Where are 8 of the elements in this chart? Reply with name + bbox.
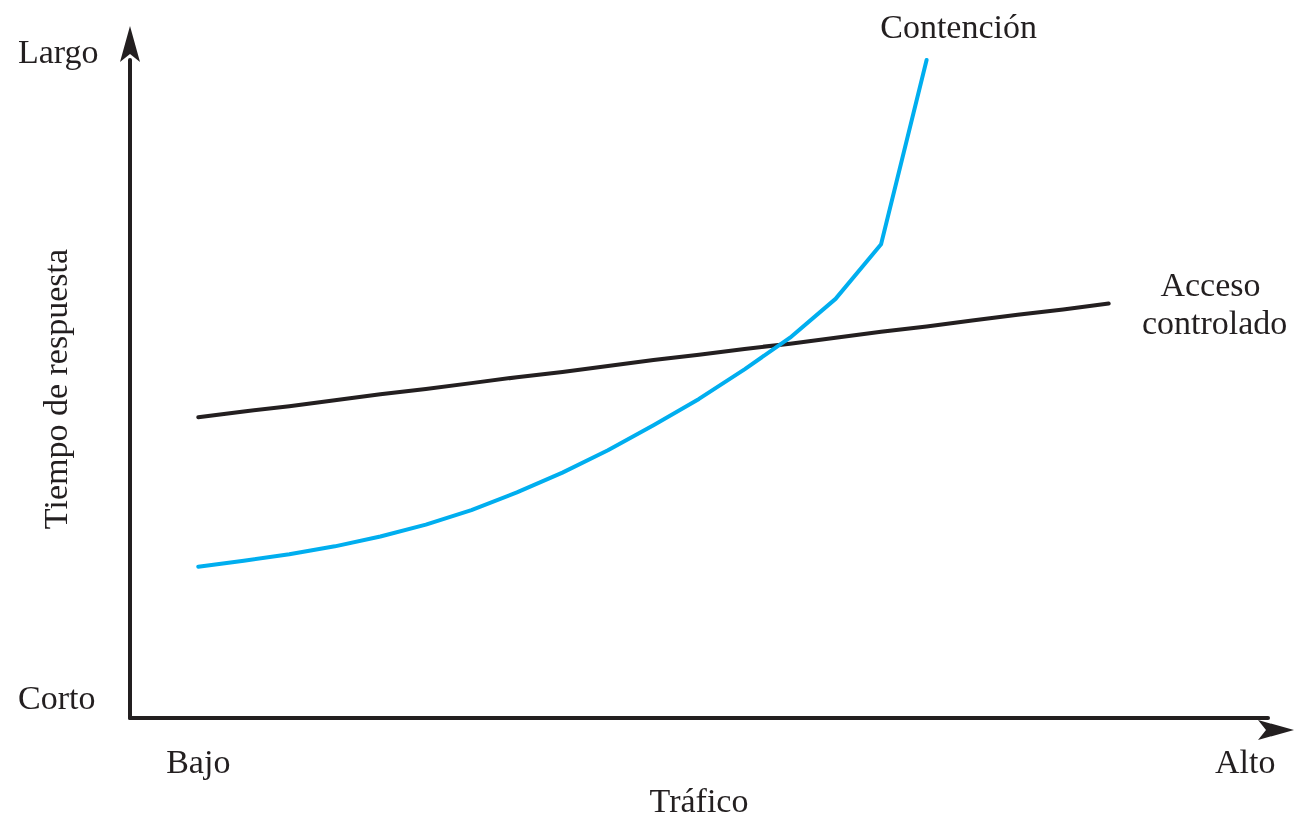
y-axis-title: Tiempo de respuesta <box>36 248 74 530</box>
series-label: Contención <box>880 7 1037 45</box>
series-label: Acceso controlado <box>1141 266 1288 341</box>
text: Corto <box>18 678 96 716</box>
x-tick-label: Bajo <box>166 742 231 780</box>
x-axis-title: Tráfico <box>649 781 749 819</box>
x-tick-label: Alto <box>1215 742 1276 780</box>
text: Largo <box>18 32 99 70</box>
